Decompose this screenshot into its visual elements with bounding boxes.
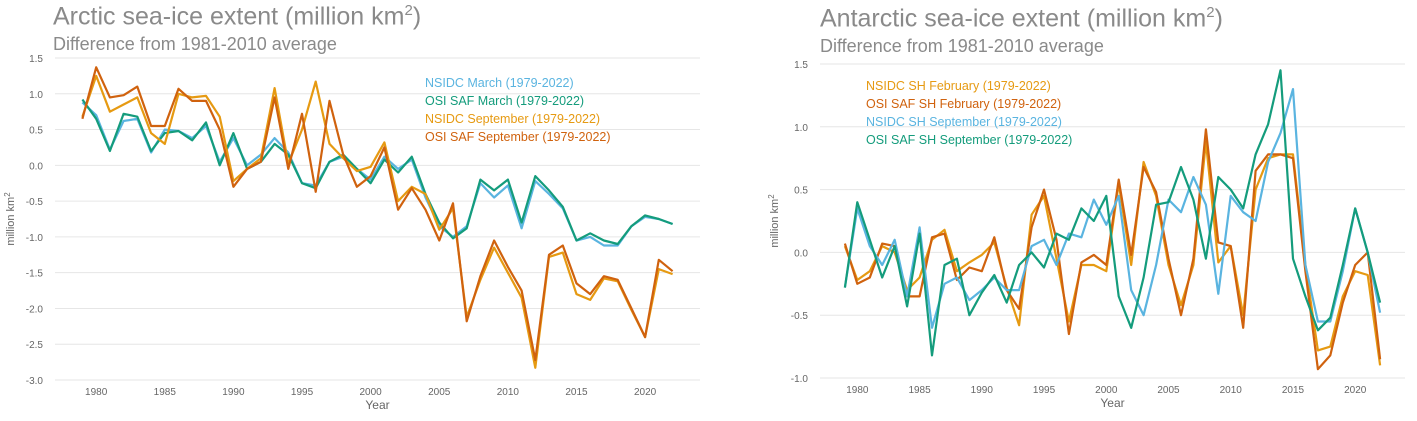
legend-entry: NSIDC SH September (1979-2022) — [866, 115, 1062, 129]
y-tick-label: -1.0 — [26, 233, 44, 244]
chart-title: Antarctic sea-ice extent (million km2) — [820, 4, 1223, 33]
series-line — [843, 87, 1382, 329]
x-axis-label: Year — [1100, 396, 1124, 410]
series-line — [81, 66, 674, 362]
x-tick-label: 2000 — [1095, 385, 1118, 396]
chart-title-superscript: 2 — [404, 2, 413, 19]
chart-subtitle: Difference from 1981-2010 average — [53, 34, 337, 54]
chart-title-superscript: 2 — [1206, 4, 1215, 21]
legend-entry: OSI SAF March (1979-2022) — [425, 94, 584, 108]
x-tick-label: 2020 — [634, 387, 657, 398]
y-tick-label: -0.5 — [26, 197, 44, 208]
x-axis-label: Year — [365, 398, 389, 412]
x-tick-label: 2005 — [1157, 385, 1180, 396]
x-tick-label: 2010 — [1220, 385, 1243, 396]
legend-entry: OSI SAF SH September (1979-2022) — [866, 133, 1072, 147]
chart-title-end: ) — [1214, 4, 1223, 33]
arctic-chart-plot: 1.5 1.0 0.5 0.0 -0.5 -1.0 -1.5 -2.0 -2.5 -3.0 1980… — [3, 54, 700, 412]
x-tick-label: 2020 — [1344, 385, 1367, 396]
x-tick-label: 1995 — [291, 387, 314, 398]
chart-title: Arctic sea-ice extent (million km2) — [53, 2, 421, 31]
x-tick-label: 2010 — [497, 387, 520, 398]
x-tick-label: 1985 — [908, 385, 931, 396]
chart-title-text: Antarctic sea-ice extent (million km — [820, 4, 1207, 33]
antarctic-chart-panel: Antarctic sea-ice extent (million km2) D… — [760, 0, 1417, 421]
x-tick-label: 1995 — [1033, 385, 1056, 396]
legend-entry: NSIDC SH February (1979-2022) — [866, 79, 1051, 93]
chart-title-text: Arctic sea-ice extent (million km — [53, 2, 405, 31]
y-tick-label: 0.5 — [29, 126, 43, 137]
x-tick-label: 1980 — [846, 385, 869, 396]
legend-entry: OSI SAF September (1979-2022) — [425, 130, 611, 144]
y-tick-label: -0.5 — [791, 311, 809, 322]
y-tick-label: -2.5 — [26, 340, 44, 351]
y-tick-label: 0.0 — [29, 161, 43, 172]
series-line — [843, 69, 1382, 357]
y-tick-label: -1.0 — [791, 374, 809, 385]
legend-entry: OSI SAF SH February (1979-2022) — [866, 97, 1061, 111]
arctic-chart-panel: Arctic sea-ice extent (million km2) Diff… — [0, 0, 700, 421]
y-axis-label: million km2 — [3, 192, 17, 246]
chart-title-end: ) — [412, 2, 422, 31]
legend-entry: NSIDC March (1979-2022) — [425, 76, 574, 90]
chart-subtitle: Difference from 1981-2010 average — [820, 36, 1104, 56]
x-tick-label: 1990 — [971, 385, 994, 396]
y-tick-label: -3.0 — [26, 376, 44, 387]
x-tick-label: 1985 — [154, 387, 177, 398]
x-tick-label: 2000 — [360, 387, 383, 398]
x-tick-label: 2015 — [1282, 385, 1305, 396]
series-line — [843, 128, 1382, 371]
x-tick-label: 1980 — [85, 387, 108, 398]
y-tick-label: 1.0 — [29, 90, 43, 101]
y-tick-label: 0.5 — [794, 186, 808, 197]
x-tick-label: 2005 — [428, 387, 451, 398]
y-tick-label: 1.5 — [29, 54, 43, 65]
antarctic-chart-plot: 1.5 1.0 0.5 0.0 -0.5 -1.0 1980 1985 1990 1995 2000… — [767, 60, 1405, 410]
y-axis-label: million km2 — [767, 194, 781, 248]
y-tick-label: -1.5 — [26, 269, 44, 280]
y-tick-label: 1.0 — [794, 123, 808, 134]
legend-entry: NSIDC September (1979-2022) — [425, 112, 600, 126]
y-tick-label: 0.0 — [794, 248, 808, 259]
y-tick-label: 1.5 — [794, 60, 808, 71]
series-line — [81, 98, 673, 246]
x-tick-label: 1990 — [222, 387, 245, 398]
series-line — [81, 74, 673, 369]
y-tick-label: -2.0 — [26, 304, 44, 315]
x-tick-label: 2015 — [565, 387, 588, 398]
